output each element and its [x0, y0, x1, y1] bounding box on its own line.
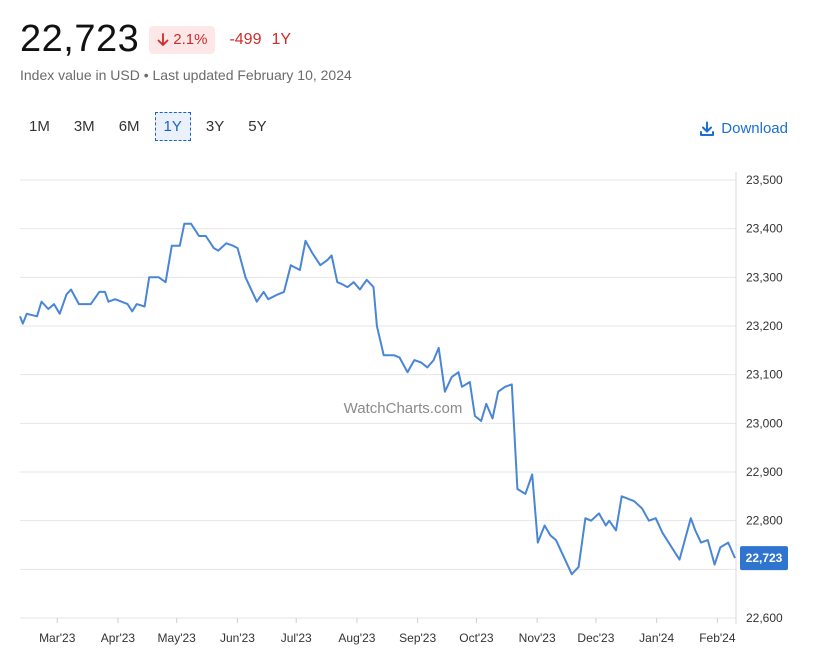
download-label: Download: [721, 120, 788, 137]
x-tick-label: Nov'23: [519, 631, 556, 645]
y-tick-label: 23,000: [746, 416, 783, 430]
range-3m-button[interactable]: 3M: [73, 118, 95, 135]
last-value-label: 22,723: [746, 551, 783, 565]
y-tick-label: 23,400: [746, 222, 783, 236]
x-tick-label: Jul'23: [281, 631, 312, 645]
y-tick-label: 22,900: [746, 465, 783, 479]
watermark: WatchCharts.com: [344, 400, 463, 417]
download-icon: [700, 121, 715, 136]
last-value-box: [740, 546, 788, 571]
arrow-down-icon: [157, 32, 169, 46]
y-tick-label: 23,100: [746, 368, 783, 382]
change-percent-badge: 2.1%: [149, 25, 216, 54]
x-tick-label: Sep'23: [399, 631, 436, 645]
change-period: 1Y: [271, 30, 292, 48]
range-5y-button[interactable]: 5Y: [248, 118, 267, 135]
series-line: [19, 222, 736, 576]
x-tick-label: Aug'23: [338, 631, 375, 645]
x-tick-label: Feb'24: [699, 631, 736, 645]
x-tick-label: Dec'23: [577, 631, 614, 645]
change-absolute: -499 1Y: [229, 31, 291, 49]
download-button[interactable]: Download: [699, 120, 788, 137]
change-value: -499: [229, 30, 262, 48]
range-6m-button[interactable]: 6M: [118, 118, 140, 135]
y-tick-label: 22,800: [746, 514, 783, 528]
y-axis-ticks: 22,600 22,800 22,900 23,000 23,100 23,200 23,3…: [746, 173, 783, 625]
index-subtitle: Index value in USD • Last updated Februa…: [20, 67, 352, 83]
x-tick-label: May'23: [158, 631, 197, 645]
last-value-tag: 22,723: [740, 546, 788, 571]
range-1m-button[interactable]: 1M: [29, 118, 50, 135]
y-tick-label: 23,500: [746, 173, 783, 187]
x-axis-ticks: Mar'23 Apr'23 May'23 Jun'23 Jul'23 Aug'23 Sep'…: [39, 618, 736, 645]
range-1y-button[interactable]: 1Y: [154, 112, 191, 141]
x-tick-label: Jun'23: [220, 631, 255, 645]
y-tick-label: 23,300: [746, 270, 783, 284]
y-tick-label: 23,200: [746, 319, 783, 333]
range-3y-button[interactable]: 3Y: [205, 118, 225, 135]
range-selector: 1M 3M 6M 1Y 3Y 5Y: [20, 112, 282, 141]
y-tick-label: 22,600: [746, 611, 783, 625]
chart-gridlines: [20, 172, 737, 624]
x-tick-label: Apr'23: [101, 631, 136, 645]
x-tick-label: Mar'23: [39, 631, 76, 645]
x-tick-label: Jan'24: [639, 631, 674, 645]
chart-series: [19, 222, 736, 576]
x-tick-label: Oct'23: [459, 631, 494, 645]
change-percent: 2.1%: [173, 31, 208, 48]
index-price: 22,723: [20, 18, 140, 60]
price-header: 22,723 2.1% -499 1Y: [20, 18, 291, 61]
